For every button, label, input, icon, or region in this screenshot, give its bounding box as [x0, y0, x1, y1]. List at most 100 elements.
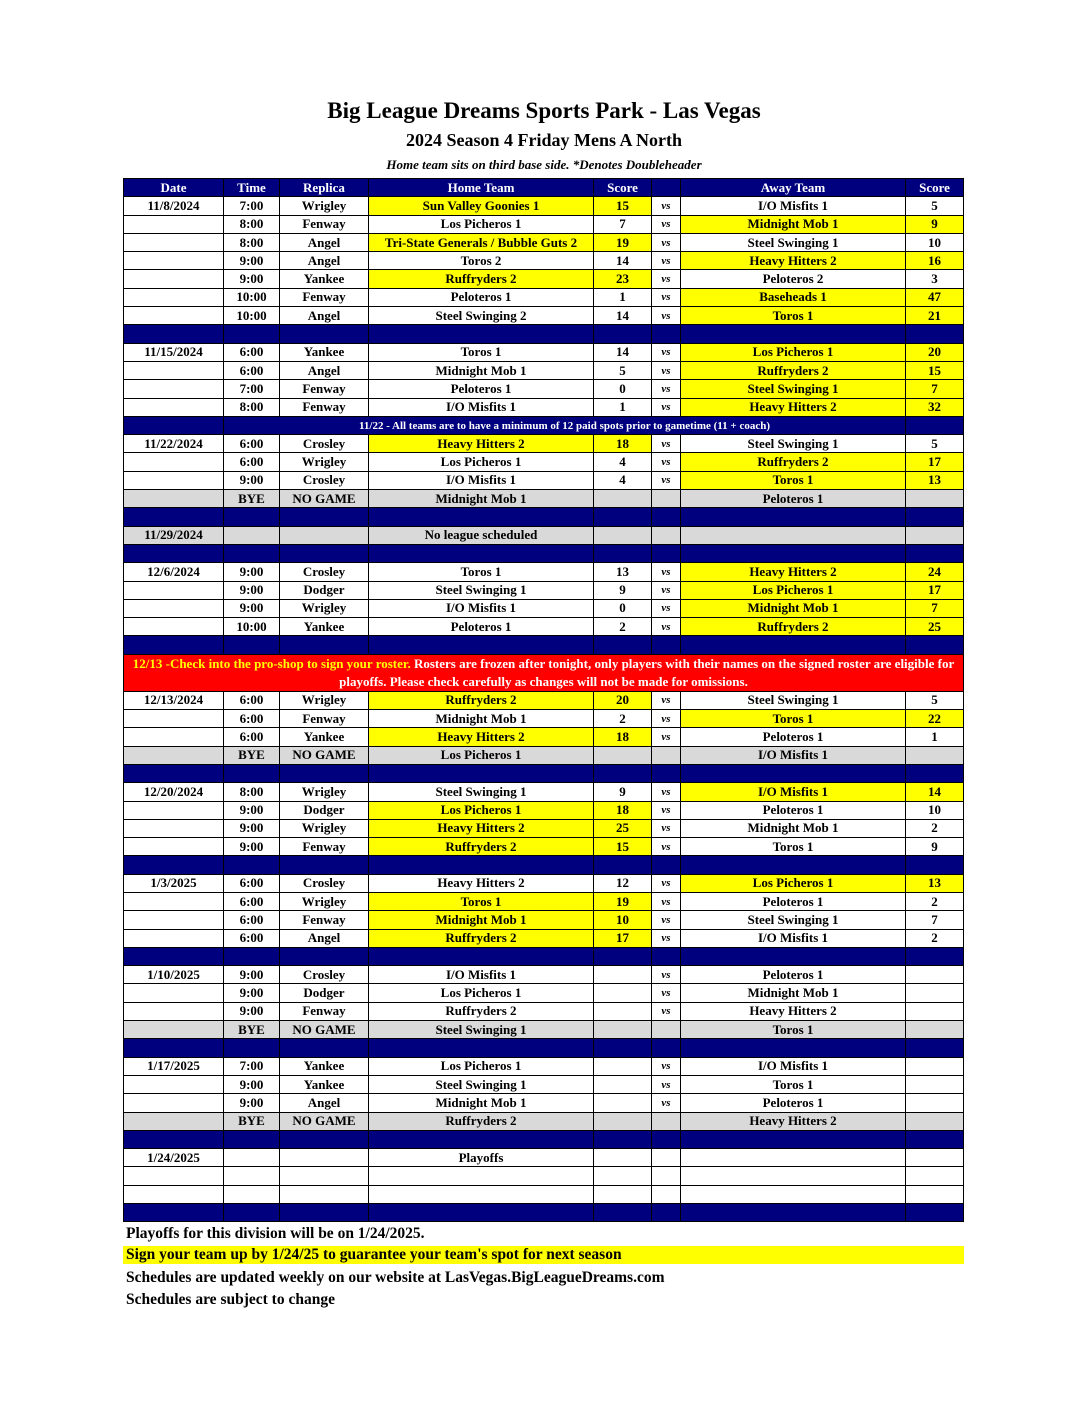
time-cell: 8:00 [223, 782, 280, 802]
home-team-cell: Peloteros 1 [368, 617, 594, 637]
header-home-team: Home Team [368, 177, 594, 198]
time-cell: 10:00 [223, 617, 280, 637]
page-title: Big League Dreams Sports Park - Las Vega… [327, 98, 761, 123]
home-team-cell: Midnight Mob 1 [368, 489, 594, 509]
spacer-cell [680, 543, 906, 564]
away-team-cell: Steel Swinging 1 [680, 910, 906, 930]
away-score-cell: 7 [905, 379, 964, 399]
time-cell: 6:00 [223, 434, 280, 454]
home-score-cell [593, 1166, 652, 1186]
home-score-cell [593, 1111, 652, 1131]
game-row: 9:00 Crosley I/O Misfits 1 4 vs Toros 1 13 [123, 470, 964, 491]
away-team-cell: Midnight Mob 1 [680, 598, 906, 619]
vs-cell: vs [651, 269, 681, 289]
spacer-cell [223, 1203, 280, 1223]
spacer-cell [279, 1129, 369, 1150]
home-team-cell: Los Picheros 1 [368, 800, 594, 820]
game-row: 8:00 Fenway I/O Misfits 1 1 vs Heavy Hitters … [123, 397, 964, 417]
home-team-cell: Steel Swinging 1 [368, 1020, 594, 1040]
date-cell [123, 1184, 224, 1205]
home-score-cell [593, 1074, 652, 1095]
away-score-cell: 15 [905, 360, 964, 381]
replica-cell: Yankee [279, 1074, 369, 1095]
time-cell: 6:00 [223, 452, 280, 472]
home-score-cell: 14 [593, 306, 652, 326]
away-team-cell: Steel Swinging 1 [680, 232, 906, 253]
time-cell: 9:00 [223, 269, 280, 289]
game-row: 6:00 Angel Midnight Mob 1 5 vs Ruffryders 2 15 [123, 360, 964, 381]
home-team-cell [368, 1166, 594, 1186]
date-cell [123, 269, 224, 289]
spacer-cell [651, 763, 681, 784]
away-score-cell [905, 525, 964, 545]
replica-cell: Yankee [279, 269, 369, 289]
date-cell [123, 928, 224, 948]
vs-cell [651, 1184, 681, 1205]
spacer-cell [368, 324, 594, 344]
replica-cell: Angel [279, 360, 369, 381]
home-score-cell: 15 [593, 196, 652, 216]
time-cell [223, 1166, 280, 1186]
spacer-cell [905, 763, 964, 784]
away-score-cell: 9 [905, 214, 964, 234]
spacer-row [123, 763, 964, 784]
away-score-cell [905, 745, 964, 765]
date-cell [123, 727, 224, 747]
away-team-cell: Steel Swinging 1 [680, 434, 906, 454]
time-cell: 6:00 [223, 360, 280, 381]
home-score-cell: 14 [593, 342, 652, 362]
time-cell: 7:00 [223, 379, 280, 399]
replica-cell [279, 1184, 369, 1205]
roster-alert-row: 12/13 -Check into the pro-shop to sign y… [123, 653, 964, 692]
home-score-cell [593, 745, 652, 765]
date-cell [123, 818, 224, 839]
date-cell [123, 379, 224, 399]
date-cell: 12/13/2024 [123, 690, 224, 711]
home-team-cell: Los Picheros 1 [368, 1056, 594, 1076]
time-cell: 9:00 [223, 470, 280, 491]
home-team-cell: I/O Misfits 1 [368, 598, 594, 619]
footer-website: Schedules are updated weekly on our webs… [126, 1269, 665, 1286]
away-team-cell: Toros 1 [680, 709, 906, 729]
vs-cell: vs [651, 818, 681, 839]
replica-cell: Dodger [279, 580, 369, 600]
spacer-cell [279, 543, 369, 564]
footer-disclaimer: Schedules are subject to change [126, 1291, 335, 1308]
vs-cell: vs [651, 379, 681, 399]
game-row: 12/13/2024 6:00 Wrigley Ruffryders 2 20 vs Ste… [123, 690, 964, 711]
spacer-cell [123, 1038, 224, 1058]
time-cell: 6:00 [223, 727, 280, 747]
replica-cell: Wrigley [279, 782, 369, 802]
spacer-cell [651, 324, 681, 344]
away-team-cell: Peloteros 1 [680, 727, 906, 747]
time-cell: 7:00 [223, 1056, 280, 1076]
spacer-cell [905, 635, 964, 655]
spacer-cell [223, 946, 280, 967]
home-score-cell: 19 [593, 891, 652, 912]
home-team-cell: Steel Swinging 2 [368, 306, 594, 326]
home-score-cell [593, 1001, 652, 1022]
page-subtitle: 2024 Season 4 Friday Mens A North [405, 130, 682, 150]
spacer-cell [123, 507, 224, 527]
spacer-row [123, 855, 964, 875]
game-row: 9:00 Fenway Ruffryders 2 vs Heavy Hitters 2 [123, 1001, 964, 1022]
home-team-cell: Heavy Hitters 2 [368, 434, 594, 454]
vs-cell: vs [651, 470, 681, 491]
spacer-cell [279, 1038, 369, 1058]
away-team-cell: Peloteros 1 [680, 965, 906, 985]
away-score-cell: 24 [905, 562, 964, 582]
spacer-row [123, 543, 964, 564]
away-team-cell: I/O Misfits 1 [680, 196, 906, 216]
spacer-cell [905, 855, 964, 875]
replica-cell: Crosley [279, 434, 369, 454]
empty-row [123, 1184, 964, 1205]
spacer-cell [279, 946, 369, 967]
vs-cell: vs [651, 306, 681, 326]
away-score-cell [905, 489, 964, 509]
game-row: 1/10/2025 9:00 Crosley I/O Misfits 1 vs Pelot… [123, 965, 964, 985]
vs-cell: vs [651, 287, 681, 308]
roster-alert: 12/13 -Check into the pro-shop to sign y… [123, 653, 964, 692]
